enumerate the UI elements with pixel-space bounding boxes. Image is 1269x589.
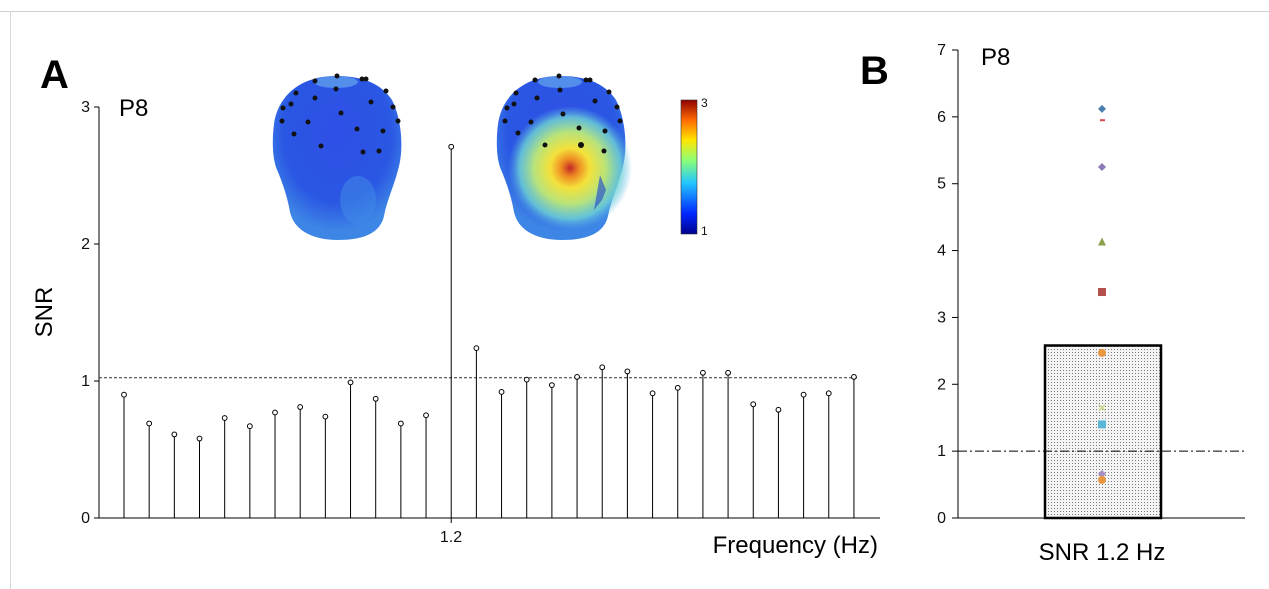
panel-b-y-tick-label: 7 (937, 42, 946, 59)
panel-a-stem-marker (599, 364, 606, 371)
panel-a-stems (121, 143, 857, 518)
panel-b-bar (1043, 344, 1163, 520)
colorbar-min-label: 1 (701, 224, 708, 238)
panel-a-x-axis-title: Frequency (Hz) (713, 532, 878, 559)
panel-a-stem-marker (297, 404, 304, 410)
colorbar-max-label: 3 (701, 96, 708, 110)
panel-b-point-diamond (1098, 163, 1106, 171)
topomap-head-baseline (272, 73, 402, 240)
panel-b-point-square (1098, 288, 1106, 297)
panel-b-point-square (1098, 420, 1106, 429)
panel-a-stem-marker (171, 431, 178, 438)
panel-b-y-tick-label: 5 (937, 176, 946, 193)
panel-b-y-tick-label: 2 (937, 376, 946, 393)
panel-a-stem-marker (498, 389, 505, 395)
panel-b-y-tick-label: 1 (937, 443, 946, 460)
colorbar: 3 1 (680, 96, 708, 238)
panel-b-point-x (1098, 404, 1106, 412)
panel-a-stem-marker (800, 391, 807, 398)
panel-a-stem-marker (825, 390, 832, 397)
panel-a-stem-marker (246, 423, 253, 430)
panel-a-stem-marker (775, 406, 782, 413)
panel-a-stem-marker (624, 368, 631, 375)
panel-b-y-tick-label: 4 (937, 243, 946, 260)
panel-a-stem-marker (423, 412, 429, 419)
panel-a-stem-marker (574, 373, 580, 380)
panel-a-letter: A (40, 53, 69, 97)
panel-a-stem-marker (649, 390, 656, 397)
panel-b-subject-points (1098, 104, 1106, 484)
figure-top-border (0, 11, 1269, 12)
panel-a-stem-marker (272, 409, 278, 416)
panel-a-stem-marker (548, 382, 555, 389)
panel-a-x-tick-label: 1.2 (440, 529, 462, 546)
panel-a-stem-marker (221, 415, 228, 421)
panel-b-y-tick-label: 6 (937, 109, 946, 126)
panel-a-stem-marker (700, 369, 706, 376)
panel-b-y-tick-label: 0 (937, 510, 946, 527)
panel-a-channel-label: P8 (119, 95, 148, 122)
panel-b-letter: B (860, 49, 889, 93)
panel-a-stem-marker (473, 345, 480, 352)
panel-a-stem-marker (750, 401, 757, 408)
panel-b-y-ticks: 0 1 2 3 4 5 6 7 (937, 42, 958, 527)
panel-b-bars (1043, 344, 1163, 520)
panel-a-stem-marker (196, 435, 203, 442)
figure-left-border (10, 11, 11, 589)
panel-b-point-diamond (1098, 469, 1106, 478)
panel-b-bar-chart: 0 1 2 3 4 5 6 7 P8 SNR 1.2 Hz (937, 42, 1245, 566)
panel-b-point-diamond (1098, 104, 1106, 113)
panel-a-stem-marker (121, 391, 127, 398)
panel-a-y-tick-label: 3 (81, 99, 90, 116)
panel-a-stem-marker (347, 379, 354, 386)
topomap-head-target (496, 73, 632, 240)
panel-b-point-triangle (1098, 237, 1106, 246)
panel-b-channel-label: P8 (981, 44, 1010, 71)
panel-a-stem-marker (397, 420, 404, 427)
panel-a-stem-marker (851, 373, 857, 380)
panel-b-category-label: SNR 1.2 Hz (1039, 539, 1166, 566)
panel-b-y-tick-label: 3 (937, 309, 946, 326)
panel-a-stem-chart: 0 1 2 3 P8 SNR Frequency (Hz) 1.2 (31, 95, 880, 559)
panel-a-y-tick-label: 0 (81, 510, 90, 527)
panel-a-y-ticks: 0 1 2 3 (81, 99, 452, 527)
panel-b-point-circle (1098, 475, 1106, 484)
colorbar-gradient (680, 99, 698, 235)
panel-a-stem-marker (372, 395, 379, 402)
panel-b-point-circle (1098, 348, 1106, 357)
panel-a-stem-marker (448, 143, 455, 150)
panel-b-point-dash (1100, 119, 1105, 122)
panel-a-stem-marker (523, 376, 530, 383)
panel-a-y-tick-label: 1 (81, 373, 90, 390)
panel-a-stem-marker (146, 420, 153, 427)
panel-a-stem-marker (725, 369, 731, 376)
panel-a-stem-marker (322, 413, 329, 420)
panel-a-y-axis-title: SNR (31, 287, 58, 338)
panel-a-y-tick-label: 2 (81, 236, 90, 253)
panel-a-stem-marker (674, 384, 681, 391)
